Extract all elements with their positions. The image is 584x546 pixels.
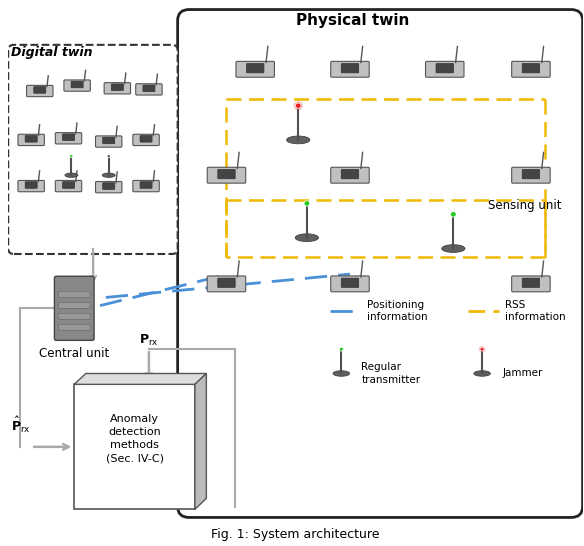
FancyBboxPatch shape [140, 182, 152, 188]
FancyBboxPatch shape [143, 85, 155, 92]
Text: Digital twin: Digital twin [11, 46, 92, 60]
Ellipse shape [442, 245, 465, 252]
FancyBboxPatch shape [341, 278, 359, 287]
FancyBboxPatch shape [62, 182, 75, 188]
FancyBboxPatch shape [246, 63, 264, 73]
Text: Fig. 1: System architecture: Fig. 1: System architecture [211, 529, 380, 541]
FancyBboxPatch shape [18, 134, 44, 146]
FancyBboxPatch shape [25, 182, 37, 188]
FancyBboxPatch shape [112, 84, 123, 91]
FancyBboxPatch shape [207, 276, 246, 292]
Circle shape [304, 201, 310, 206]
FancyBboxPatch shape [18, 180, 44, 192]
FancyBboxPatch shape [133, 180, 159, 192]
Text: Regular
transmitter: Regular transmitter [361, 363, 420, 385]
Text: $\hat{\mathbf{P}}_{\mathrm{rx}}$: $\hat{\mathbf{P}}_{\mathrm{rx}}$ [11, 415, 31, 435]
FancyBboxPatch shape [55, 133, 82, 144]
FancyBboxPatch shape [103, 183, 114, 189]
FancyBboxPatch shape [64, 80, 91, 91]
FancyBboxPatch shape [522, 169, 540, 179]
FancyBboxPatch shape [58, 313, 90, 319]
FancyBboxPatch shape [135, 84, 162, 95]
FancyBboxPatch shape [218, 169, 235, 179]
Text: Anomaly
detection
methods
(Sec. IV-C): Anomaly detection methods (Sec. IV-C) [106, 414, 164, 464]
Text: Positioning
information: Positioning information [367, 300, 428, 322]
FancyBboxPatch shape [341, 63, 359, 73]
FancyBboxPatch shape [341, 169, 359, 179]
FancyBboxPatch shape [512, 61, 550, 77]
FancyBboxPatch shape [71, 81, 83, 88]
FancyBboxPatch shape [103, 137, 114, 144]
Ellipse shape [296, 234, 318, 241]
Ellipse shape [102, 173, 115, 177]
FancyBboxPatch shape [178, 9, 583, 518]
Ellipse shape [287, 136, 310, 144]
Polygon shape [195, 373, 206, 509]
FancyBboxPatch shape [96, 136, 122, 147]
FancyBboxPatch shape [55, 180, 82, 192]
FancyBboxPatch shape [140, 135, 152, 142]
FancyBboxPatch shape [27, 85, 53, 97]
FancyBboxPatch shape [54, 276, 94, 340]
Text: Central unit: Central unit [39, 347, 109, 360]
Text: Physical twin: Physical twin [296, 13, 409, 28]
Text: Jammer: Jammer [502, 369, 543, 378]
Text: RSS
information: RSS information [505, 300, 566, 322]
FancyBboxPatch shape [62, 134, 75, 140]
FancyBboxPatch shape [34, 87, 46, 93]
Text: Sensing unit: Sensing unit [488, 199, 561, 212]
FancyBboxPatch shape [207, 167, 246, 183]
Circle shape [479, 346, 485, 352]
FancyBboxPatch shape [133, 134, 159, 146]
FancyBboxPatch shape [104, 82, 131, 94]
Circle shape [339, 347, 343, 351]
FancyBboxPatch shape [25, 135, 37, 142]
Text: $\mathbf{P}_{\mathrm{rx}}$: $\mathbf{P}_{\mathrm{rx}}$ [139, 334, 159, 348]
Ellipse shape [65, 173, 78, 177]
Circle shape [480, 347, 484, 351]
Ellipse shape [333, 371, 350, 376]
Ellipse shape [474, 371, 491, 376]
FancyBboxPatch shape [331, 276, 369, 292]
FancyBboxPatch shape [236, 61, 274, 77]
Circle shape [70, 155, 73, 158]
Circle shape [294, 102, 303, 110]
FancyBboxPatch shape [426, 61, 464, 77]
FancyBboxPatch shape [331, 167, 369, 183]
FancyBboxPatch shape [8, 45, 178, 254]
FancyBboxPatch shape [512, 276, 550, 292]
FancyBboxPatch shape [74, 384, 195, 509]
Circle shape [107, 155, 110, 158]
FancyBboxPatch shape [58, 292, 90, 297]
FancyBboxPatch shape [58, 302, 90, 308]
FancyBboxPatch shape [436, 63, 453, 73]
Circle shape [450, 212, 456, 217]
FancyBboxPatch shape [96, 181, 122, 193]
Circle shape [296, 103, 301, 108]
FancyBboxPatch shape [522, 278, 540, 287]
FancyBboxPatch shape [522, 63, 540, 73]
Polygon shape [74, 373, 206, 384]
FancyBboxPatch shape [58, 324, 90, 330]
FancyBboxPatch shape [331, 61, 369, 77]
FancyBboxPatch shape [512, 167, 550, 183]
FancyBboxPatch shape [218, 278, 235, 287]
